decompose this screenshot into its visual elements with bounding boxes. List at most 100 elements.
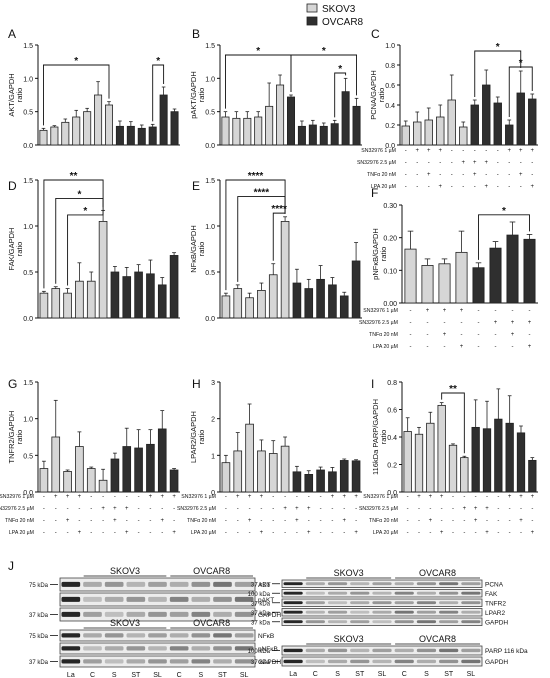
treatment-mark: - [427, 332, 429, 338]
treatment-mark: - [67, 506, 69, 512]
treatment-mark: - [237, 506, 239, 512]
lane-label: S [198, 672, 203, 678]
treatment-mark: - [461, 332, 463, 338]
treatment-label: SN32976 1 µM [361, 148, 396, 154]
treatment-mark: - [343, 506, 345, 512]
treatment-label: TNFα 20 nM [367, 172, 396, 178]
blot-band [104, 611, 124, 617]
y-axis-unit: ratio [15, 88, 24, 103]
treatment-mark: - [67, 530, 69, 536]
treatment-mark: + [426, 308, 430, 314]
bar [50, 126, 59, 146]
bar [447, 99, 456, 146]
treatment-mark: - [272, 530, 274, 536]
y-axis-label: LPAR2/GAPDH [189, 411, 198, 463]
blot-band [61, 633, 81, 638]
y-tick-label: 0.0 [23, 316, 33, 323]
blot-band [148, 596, 167, 602]
y-axis-unit: ratio [379, 247, 388, 262]
bar [426, 422, 435, 493]
treatment-mark: - [451, 160, 453, 166]
treatment-mark: - [355, 518, 357, 524]
treatment-mark: + [307, 506, 311, 512]
bar [245, 297, 254, 319]
blot-group: SKOV3 OVCAR8 PCNA 37 kDa FAK 100 kDa TNFR2 37 k… [248, 568, 509, 626]
y-tick-label: 1.0 [385, 43, 395, 50]
blot-band [305, 582, 325, 586]
treatment-mark: - [418, 506, 420, 512]
bar [482, 428, 492, 493]
treatment-mark: - [512, 344, 514, 350]
treatment-mark: - [441, 506, 443, 512]
blot-band [104, 633, 124, 638]
treatment-mark: - [439, 172, 441, 178]
treatment-mark: - [452, 506, 454, 512]
treatment-mark: + [331, 494, 335, 500]
bar [83, 111, 92, 146]
y-tick-label: 1.0 [23, 76, 33, 83]
bar [221, 116, 230, 146]
y-tick-label: 1.5 [205, 178, 215, 185]
bar [489, 247, 502, 304]
bar [436, 116, 445, 146]
treatment-mark: - [284, 518, 286, 524]
treatment-mark: - [320, 530, 322, 536]
bar [437, 404, 446, 493]
treatment-mark: - [474, 184, 476, 190]
bar [170, 111, 179, 146]
blot-band [416, 582, 437, 586]
bar [470, 104, 479, 146]
treatment-mark: - [474, 148, 476, 154]
bar [39, 468, 49, 493]
treatment-mark: + [531, 530, 535, 536]
blot-band [372, 591, 392, 595]
bar [455, 251, 468, 304]
blot-band [416, 610, 437, 614]
treatment-mark: + [429, 518, 433, 524]
treatment-mark: - [55, 518, 57, 524]
blot-band [148, 633, 167, 638]
bar [159, 94, 168, 146]
bar [292, 282, 302, 319]
cell-line-left: SKOV3 [334, 568, 364, 578]
blot-band [461, 659, 481, 664]
panel-letter: D [8, 179, 17, 193]
treatment-label: LPA 20 µM [373, 530, 398, 536]
panel-letter: A [8, 27, 16, 41]
treatment-mark: + [113, 506, 117, 512]
treatment-mark: + [438, 148, 442, 154]
y-axis-label: 116kDa PARP/GAPDH [371, 399, 380, 475]
treatment-mark: - [451, 172, 453, 178]
treatment-mark: - [331, 506, 333, 512]
treatment-mark: + [473, 172, 477, 178]
blot-band [394, 648, 414, 653]
bar [169, 255, 179, 319]
blot-band [372, 601, 392, 605]
y-axis-unit: ratio [15, 430, 24, 445]
bar [351, 260, 361, 319]
protein-label: FAK [485, 591, 498, 598]
cell-line-right: OVCAR8 [193, 618, 230, 628]
y-axis-label: TNFR2/GAPDH [7, 411, 16, 464]
treatment-mark: + [260, 530, 264, 536]
treatment-mark: - [249, 530, 251, 536]
y-tick-label: 0.0 [387, 490, 397, 497]
treatment-mark: - [407, 494, 409, 500]
bar [404, 248, 417, 304]
bar [528, 459, 537, 493]
treatment-mark: + [511, 332, 515, 338]
y-tick-label: 1.0 [23, 224, 33, 231]
blot-band [126, 659, 146, 664]
y-tick-label: 0.6 [387, 408, 397, 415]
blot-strip [59, 592, 256, 607]
blot-band [169, 596, 189, 602]
significance-label: ** [449, 384, 457, 395]
treatment-mark: + [460, 308, 464, 314]
blot-band [350, 582, 370, 586]
bar [516, 432, 526, 493]
treatment-mark: - [173, 506, 175, 512]
treatment-label: SN32976 1 µM [181, 494, 216, 500]
significance-label: * [338, 64, 342, 75]
treatment-mark: + [78, 494, 82, 500]
treatment-mark: + [248, 518, 252, 524]
